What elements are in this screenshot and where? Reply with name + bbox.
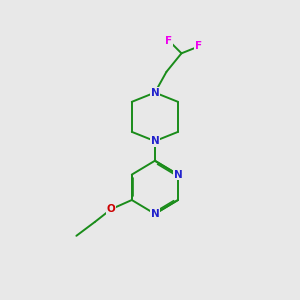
Text: O: O <box>106 204 116 214</box>
Text: N: N <box>151 88 159 98</box>
Text: F: F <box>165 36 172 46</box>
Text: N: N <box>174 169 182 180</box>
Text: N: N <box>151 136 159 146</box>
Text: F: F <box>195 41 203 51</box>
Text: N: N <box>151 209 159 219</box>
